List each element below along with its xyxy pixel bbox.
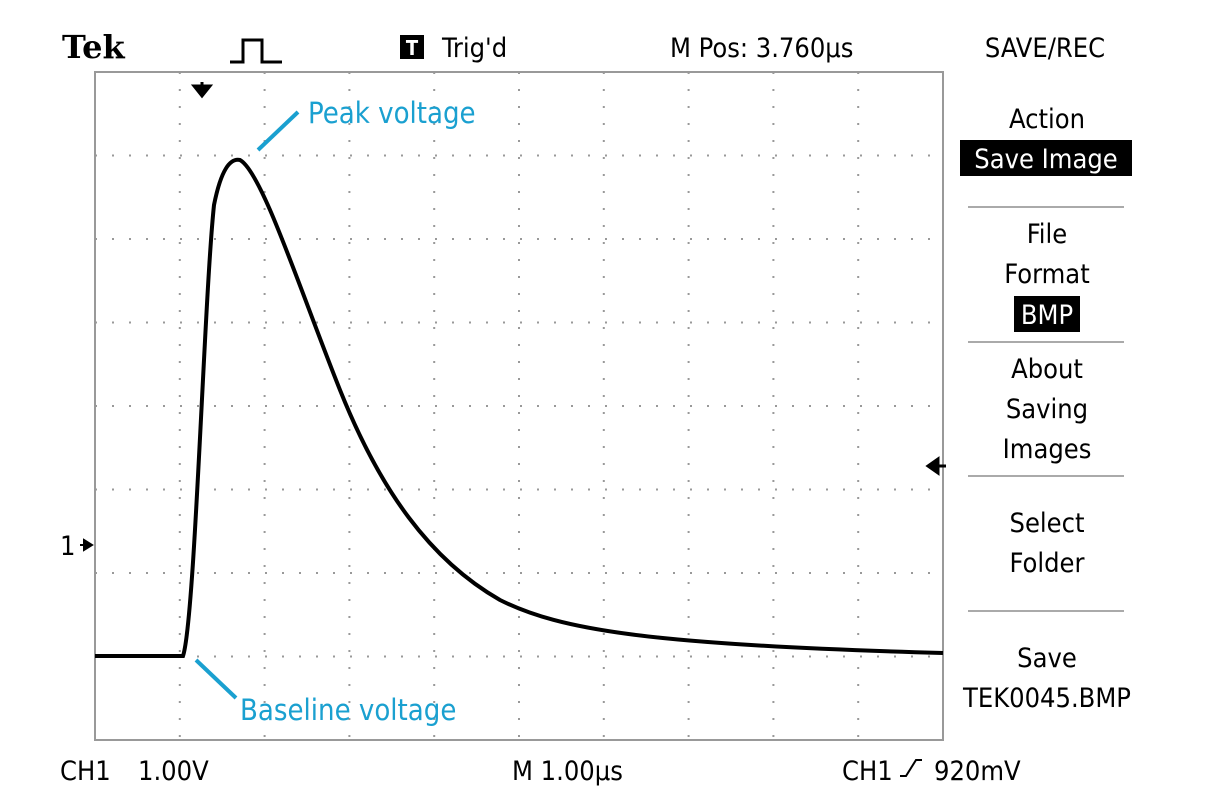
brand: Tek	[62, 28, 126, 66]
format-label: Format	[1004, 259, 1089, 290]
action-value[interactable]: Save Image	[974, 144, 1117, 175]
select-label[interactable]: Folder	[1010, 548, 1085, 579]
timebase: M 1.00µs	[512, 756, 623, 787]
select-label[interactable]: Select	[1010, 508, 1085, 539]
trigger-icon	[230, 38, 282, 64]
about-label[interactable]: Images	[1003, 434, 1092, 465]
channel-marker-arrow	[80, 538, 94, 552]
trigger-position-arrow	[190, 82, 214, 99]
menu-title: SAVE/REC	[985, 33, 1105, 64]
format-label: File	[1027, 219, 1067, 250]
action-label: Action	[1009, 104, 1085, 135]
position: M Pos: 3.760µs	[670, 33, 853, 64]
baseline-annotation: Baseline voltage	[240, 693, 456, 727]
trigger-badge-letter: T	[406, 36, 419, 60]
trigger-status: Trig'd	[441, 33, 507, 64]
action-highlight	[960, 140, 1132, 176]
trigger-badge	[400, 35, 424, 59]
volts-per-div: 1.00V	[138, 756, 209, 787]
about-label[interactable]: Saving	[1006, 394, 1088, 425]
save-label[interactable]: Save	[1017, 643, 1077, 674]
format-highlight	[1014, 296, 1080, 332]
about-label[interactable]: About	[1011, 354, 1083, 385]
save-file[interactable]: TEK0045.BMP	[962, 683, 1131, 714]
format-value[interactable]: BMP	[1021, 300, 1073, 331]
annotation-line	[194, 658, 238, 700]
peak-annotation: Peak voltage	[308, 96, 476, 130]
waveform	[95, 157, 944, 658]
channel-marker: 1	[60, 531, 75, 562]
annotation-line	[256, 110, 300, 152]
trigger-channel: CH1	[842, 756, 893, 787]
channel: CH1	[60, 756, 111, 787]
trigger-level: 920mV	[934, 756, 1021, 787]
level-arrow	[925, 456, 946, 476]
trigger-slope	[900, 759, 922, 777]
